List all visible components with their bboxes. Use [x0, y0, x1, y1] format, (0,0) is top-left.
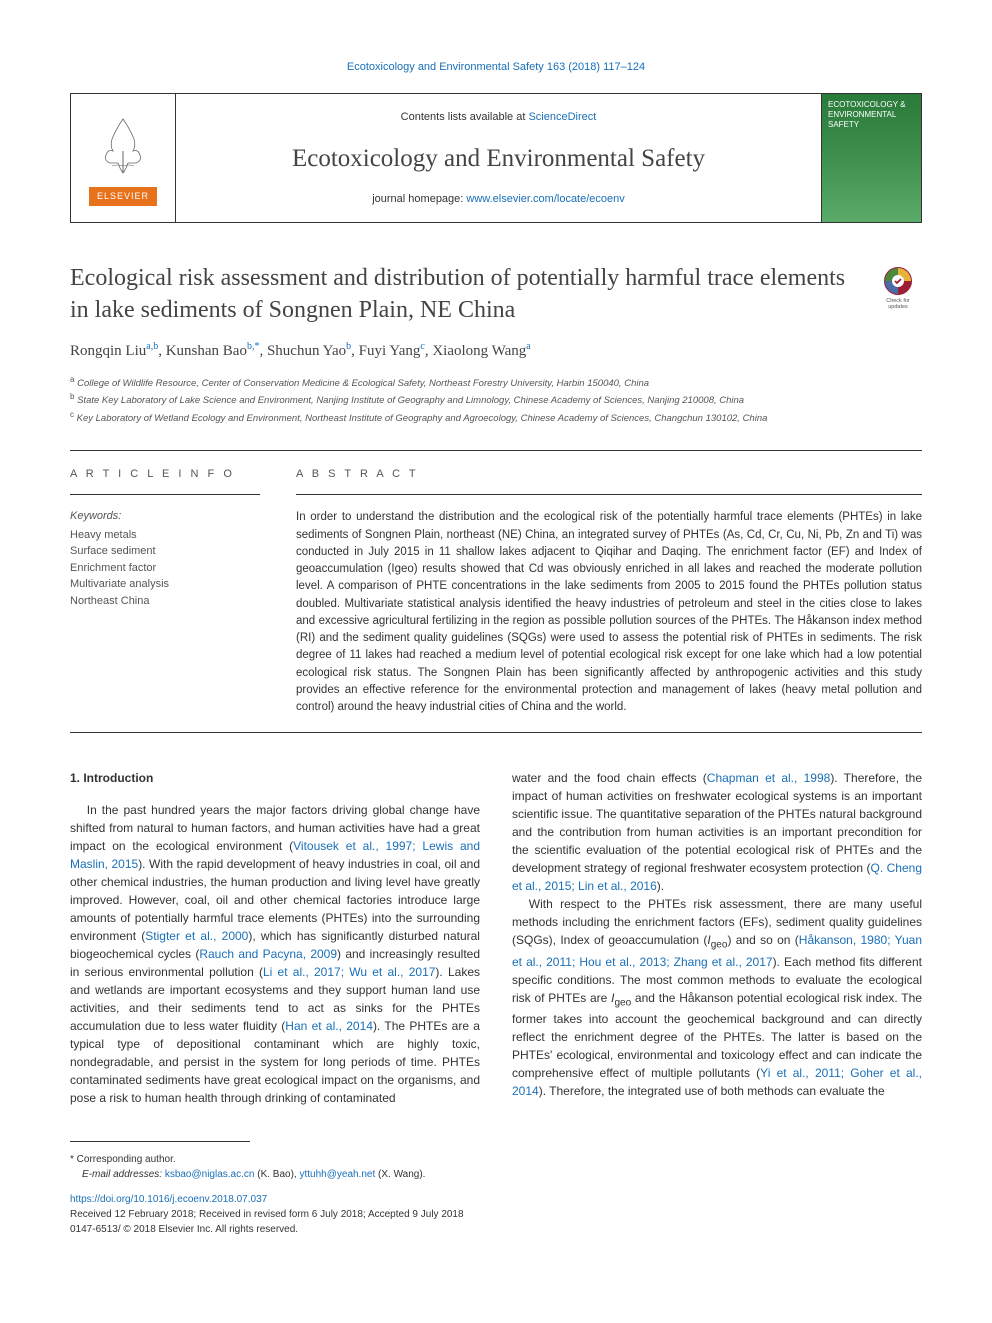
copyright-line: 0147-6513/ © 2018 Elsevier Inc. All righ… [70, 1222, 922, 1237]
article-info-heading: A R T I C L E I N F O [70, 467, 260, 495]
body-paragraph: With respect to the PHTEs risk assessmen… [512, 895, 922, 1100]
abstract-heading: A B S T R A C T [296, 467, 922, 495]
affiliation-a: a College of Wildlife Resource, Center o… [70, 374, 922, 391]
publisher-logo-box: ELSEVIER [71, 94, 176, 222]
running-head: Ecotoxicology and Environmental Safety 1… [70, 60, 922, 75]
homepage-prefix: journal homepage: [372, 193, 466, 205]
svg-text:updates: updates [888, 304, 908, 310]
keyword: Surface sediment [70, 543, 260, 560]
keywords-list: Heavy metals Surface sediment Enrichment… [70, 527, 260, 610]
author-list: Rongqin Liua,b, Kunshan Baob,*, Shuchun … [70, 340, 922, 362]
email-link-1[interactable]: ksbao@niglas.ac.cn [165, 1169, 255, 1180]
footer-separator [70, 1141, 250, 1142]
affiliation-b: b State Key Laboratory of Lake Science a… [70, 391, 922, 408]
article-info-column: A R T I C L E I N F O Keywords: Heavy me… [70, 451, 260, 732]
received-dates: Received 12 February 2018; Received in r… [70, 1207, 922, 1222]
email-link-2[interactable]: yttuhh@yeah.net [299, 1169, 375, 1180]
journal-masthead: ELSEVIER Contents lists available at Sci… [70, 93, 922, 223]
check-updates-icon[interactable]: Check for updates [874, 263, 922, 311]
publisher-label: ELSEVIER [89, 187, 157, 206]
article-title: Ecological risk assessment and distribut… [70, 263, 854, 325]
footer-block: * Corresponding author. E-mail addresses… [70, 1152, 922, 1237]
section-1-heading: 1. Introduction [70, 769, 480, 787]
affiliation-c: c Key Laboratory of Wetland Ecology and … [70, 409, 922, 426]
body-paragraph: water and the food chain effects (Chapma… [512, 769, 922, 895]
body-column-left: 1. Introduction In the past hundred year… [70, 769, 480, 1107]
corresponding-author-note: * Corresponding author. [70, 1152, 922, 1167]
journal-cover-thumb: ECOTOXICOLOGY & ENVIRONMENTAL SAFETY [821, 94, 921, 222]
sciencedirect-link[interactable]: ScienceDirect [528, 111, 596, 123]
body-paragraph: In the past hundred years the major fact… [70, 801, 480, 1107]
keywords-label: Keywords: [70, 509, 260, 524]
email-name-2: (X. Wang). [375, 1169, 425, 1180]
homepage-line: journal homepage: www.elsevier.com/locat… [372, 192, 625, 207]
email-name-1: (K. Bao), [254, 1169, 299, 1180]
keyword: Multivariate analysis [70, 576, 260, 593]
contents-prefix: Contents lists available at [401, 111, 529, 123]
abstract-text: In order to understand the distribution … [296, 509, 922, 716]
elsevier-tree-icon [88, 111, 158, 181]
abstract-column: A B S T R A C T In order to understand t… [296, 451, 922, 732]
body-column-right: water and the food chain effects (Chapma… [512, 769, 922, 1107]
doi-link[interactable]: https://doi.org/10.1016/j.ecoenv.2018.07… [70, 1192, 922, 1207]
homepage-link[interactable]: www.elsevier.com/locate/ecoenv [466, 193, 624, 205]
journal-name: Ecotoxicology and Environmental Safety [292, 141, 705, 176]
email-line: E-mail addresses: ksbao@niglas.ac.cn (K.… [82, 1167, 922, 1182]
contents-line: Contents lists available at ScienceDirec… [401, 110, 597, 125]
keyword: Northeast China [70, 593, 260, 610]
keyword: Heavy metals [70, 527, 260, 544]
keyword: Enrichment factor [70, 560, 260, 577]
affiliations: a College of Wildlife Resource, Center o… [70, 374, 922, 426]
email-label: E-mail addresses: [82, 1169, 162, 1180]
cover-title-text: ECOTOXICOLOGY & ENVIRONMENTAL SAFETY [822, 94, 921, 135]
masthead-center: Contents lists available at ScienceDirec… [176, 94, 821, 222]
body-two-column: 1. Introduction In the past hundred year… [70, 769, 922, 1107]
